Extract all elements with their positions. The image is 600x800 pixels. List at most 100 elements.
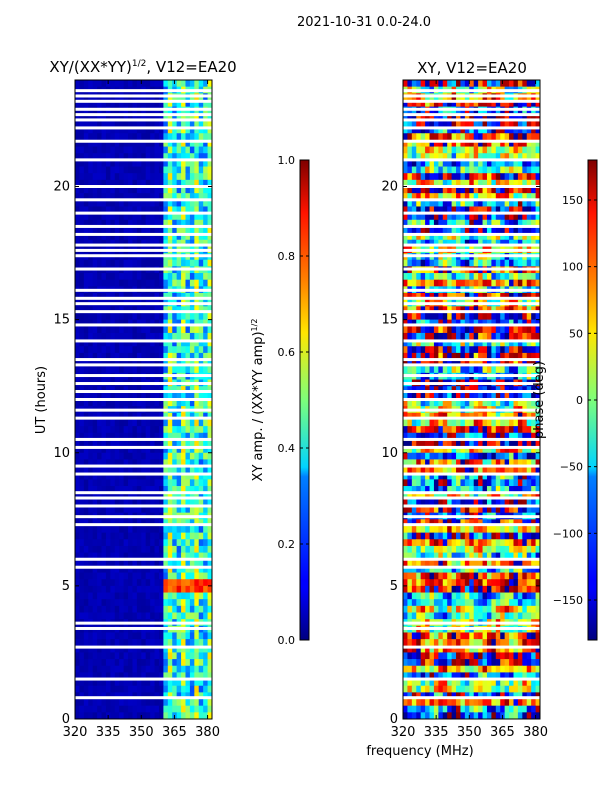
heatmap-cell [97, 139, 103, 148]
heatmap-cell [198, 559, 204, 567]
heatmap-cell [207, 146, 213, 154]
heatmap-cell [123, 306, 129, 314]
heatmap-cell [207, 479, 213, 487]
heatmap-cell [491, 119, 497, 128]
heatmap-cell [517, 219, 523, 227]
heatmap-cell [504, 399, 510, 407]
heatmap-cell [185, 486, 191, 494]
heatmap-cell [119, 479, 125, 487]
heatmap-cell [416, 126, 422, 134]
heatmap-cell [469, 159, 475, 168]
heatmap-cell [203, 645, 209, 653]
heatmap-cell [456, 359, 461, 367]
heatmap-cell [478, 319, 484, 327]
heatmap-cell [92, 233, 98, 241]
heatmap-cell [150, 159, 156, 168]
heatmap-cell [403, 419, 408, 427]
heatmap-cell [97, 273, 103, 281]
heatmap-cell [75, 565, 80, 574]
heatmap-cell [150, 659, 156, 667]
heatmap-cell [451, 352, 457, 361]
heatmap-cell [504, 332, 510, 341]
heatmap-cell [128, 472, 133, 480]
heatmap-cell [420, 146, 426, 154]
heatmap-cell [442, 239, 448, 247]
heatmap-cell [513, 219, 519, 227]
heatmap-cell [79, 319, 85, 327]
heatmap-cell [185, 439, 191, 447]
heatmap-cell [128, 652, 133, 660]
heatmap-cell [194, 273, 200, 281]
heatmap-cell [531, 359, 537, 367]
heatmap-cell [433, 279, 439, 287]
heatmap-cell [176, 539, 182, 547]
heatmap-cell [517, 386, 523, 394]
heatmap-cell [114, 173, 120, 181]
heatmap-cell [88, 113, 94, 121]
heatmap-cell [83, 399, 89, 407]
heatmap-cell [509, 312, 514, 321]
heatmap-cell [194, 672, 200, 680]
heatmap-cell [158, 525, 164, 534]
heatmap-cell [531, 139, 537, 148]
heatmap-cell [92, 665, 98, 673]
heatmap-cell [97, 119, 103, 128]
heatmap-cell [123, 346, 129, 354]
heatmap-cell [150, 585, 156, 594]
heatmap-cell [500, 446, 506, 454]
heatmap-cell [469, 339, 475, 347]
heatmap-cell [442, 312, 448, 321]
heatmap-cell [478, 352, 484, 361]
heatmap-cell [198, 599, 204, 607]
heatmap-cell [460, 139, 466, 148]
heatmap-cell [141, 559, 147, 567]
heatmap-cell [495, 386, 501, 394]
heatmap-cell [526, 293, 532, 301]
heatmap-cell [123, 559, 129, 567]
heatmap-cell [119, 452, 125, 460]
heatmap-cell [158, 392, 164, 400]
heatmap-cell [163, 359, 169, 367]
heatmap-cell [425, 186, 431, 194]
heatmap-cell [403, 273, 408, 281]
heatmap-cell [110, 279, 116, 287]
heatmap-cell [482, 412, 488, 420]
heatmap-cell [163, 226, 169, 234]
heatmap-cell [136, 239, 142, 247]
heatmap-cell [433, 399, 439, 407]
heatmap-cell [517, 312, 523, 321]
heatmap-cell [194, 312, 200, 321]
heatmap-cell [176, 472, 182, 480]
heatmap-cell [167, 679, 173, 687]
heatmap-cell [163, 173, 169, 181]
heatmap-cell [110, 439, 116, 447]
heatmap-cell [203, 206, 209, 214]
heatmap-cell [154, 645, 160, 653]
heatmap-cell [464, 326, 470, 334]
heatmap-cell [447, 339, 453, 347]
heatmap-cell [207, 346, 213, 354]
heatmap-cell [522, 186, 528, 194]
heatmap-cell [136, 386, 142, 394]
heatmap-cell [478, 186, 484, 194]
heatmap-cell [114, 585, 120, 594]
heatmap-cell [141, 326, 147, 334]
heatmap-cell [132, 712, 138, 720]
heatmap-cell [207, 293, 213, 301]
heatmap-cell [128, 699, 133, 707]
heatmap-cell [176, 486, 182, 494]
heatmap-cell [517, 346, 523, 354]
heatmap-cell [469, 386, 475, 394]
heatmap-cell [105, 426, 111, 434]
heatmap-cell [203, 159, 209, 168]
heatmap-cell [403, 472, 408, 480]
heatmap-cell [194, 659, 200, 667]
heatmap-cell [154, 326, 160, 334]
flagged-row [75, 358, 212, 362]
heatmap-cell [429, 426, 435, 434]
heatmap-cell [509, 366, 514, 374]
heatmap-cell [119, 572, 125, 580]
heatmap-cell [416, 426, 422, 434]
heatmap-cell [456, 319, 461, 327]
heatmap-cell [425, 293, 431, 301]
